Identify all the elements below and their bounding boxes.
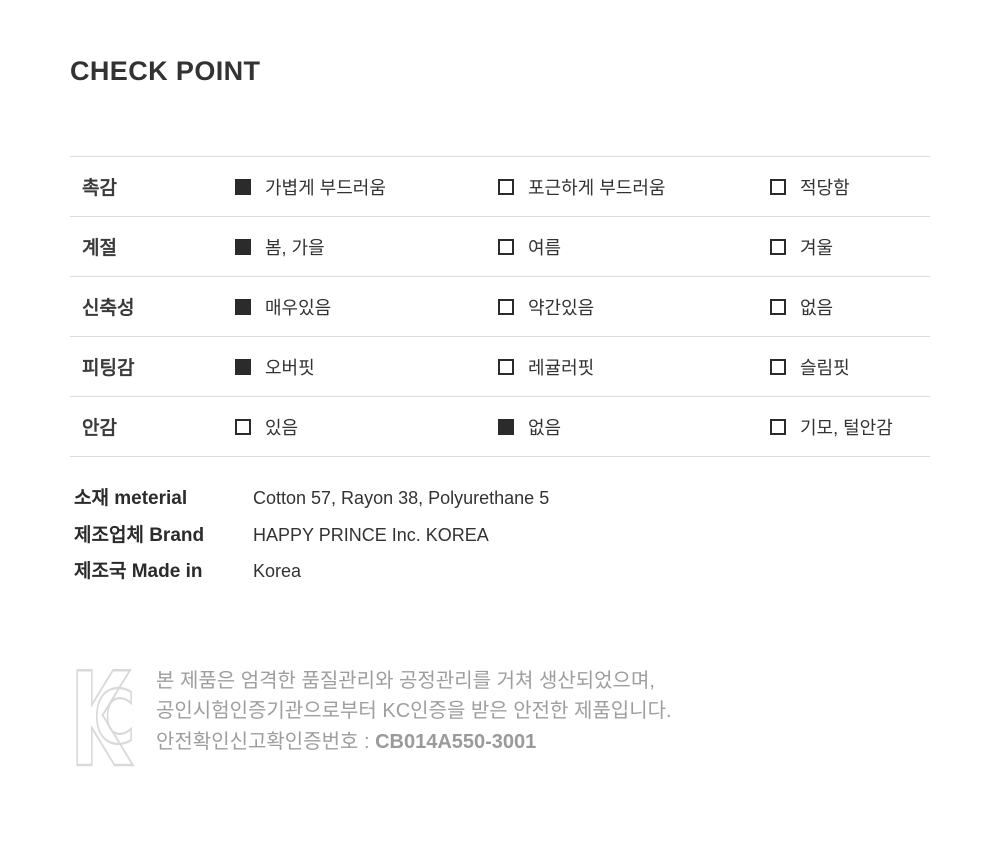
option-label: 약간있음 [528, 297, 595, 318]
checkbox-filled-icon [235, 178, 251, 195]
option-label: 슬림핏 [800, 357, 850, 378]
cert-line-1: 본 제품은 엄격한 품질관리와 공정관리를 거쳐 생산되었으며, [156, 669, 655, 692]
option-label: 봄, 가을 [265, 237, 325, 258]
checkbox-empty-icon [498, 238, 514, 255]
table-row-elasticity: 신축성 매우있음 약간있음 없음 [70, 276, 930, 336]
option-cell: 매우있음 [235, 294, 498, 320]
page-title: CHECK POINT [70, 56, 261, 86]
option-label: 기모, 털안감 [800, 417, 893, 438]
option-label: 매우있음 [265, 297, 332, 318]
checkbox-empty-icon [498, 178, 514, 195]
kc-mark-icon: K C [70, 664, 136, 772]
meta-label: 제조업체 Brand [74, 524, 205, 546]
table-row-lining: 안감 있음 없음 기모, 털안감 [70, 396, 930, 456]
svg-text:C: C [94, 675, 135, 761]
option-cell: 겨울 [770, 234, 930, 260]
product-meta-section: 소재 meterial Cotton 57, Rayon 38, Polyure… [70, 483, 1000, 593]
option-cell: 봄, 가을 [235, 234, 498, 260]
option-label: 여름 [528, 237, 562, 258]
checkbox-empty-icon [498, 298, 514, 315]
option-label: 포근하게 부드러움 [528, 177, 666, 198]
meta-value: Cotton 57, Rayon 38, Polyurethane 5 [253, 488, 550, 508]
cert-text-block: 본 제품은 엄격한 품질관리와 공정관리를 거쳐 생산되었으며, 공인시험인증기… [156, 664, 672, 758]
cert-line-2: 공인시험인증기관으로부터 KC인증을 받은 안전한 제품입니다. [156, 700, 672, 722]
table-row-touch: 촉감 가볍게 부드러움 포근하게 부드러움 적당함 [70, 156, 930, 216]
meta-label: 소재 meterial [74, 488, 188, 509]
option-cell: 오버핏 [235, 354, 498, 380]
option-cell: 없음 [770, 294, 930, 320]
meta-row-material: 소재 meterial Cotton 57, Rayon 38, Polyure… [70, 483, 1000, 520]
checkbox-empty-icon [770, 238, 786, 255]
option-cell: 레귤러핏 [498, 354, 770, 380]
table-row-season: 계절 봄, 가을 여름 겨울 [70, 216, 930, 276]
meta-row-origin: 제조국 Made in Korea [70, 556, 1000, 593]
checkbox-filled-icon [235, 238, 251, 255]
option-cell: 가볍게 부드러움 [235, 174, 498, 200]
table-row-fit: 피팅감 오버핏 레귤러핏 슬림핏 [70, 336, 930, 396]
row-label: 안감 [82, 418, 117, 439]
option-cell: 있음 [235, 414, 498, 440]
row-label: 계절 [82, 238, 117, 259]
row-label: 신축성 [82, 298, 135, 319]
option-cell: 약간있음 [498, 294, 770, 320]
option-label: 적당함 [800, 177, 850, 198]
option-label: 레귤러핏 [528, 357, 595, 378]
product-info-page: CHECK POINT 촉감 가볍게 부드러움 포근하게 부드러움 적당함 계절… [0, 55, 1000, 860]
checkbox-empty-icon [770, 358, 786, 375]
cert-number-label: 안전확인신고확인증번호 : [156, 730, 376, 753]
row-label: 피팅감 [82, 358, 135, 379]
option-label: 오버핏 [265, 357, 315, 378]
checkbox-filled-icon [498, 418, 514, 435]
row-label: 촉감 [82, 178, 117, 199]
checkbox-empty-icon [235, 418, 251, 435]
option-cell: 없음 [498, 414, 770, 440]
cert-number-value: CB014A550-3001 [375, 730, 537, 753]
meta-row-brand: 제조업체 Brand HAPPY PRINCE Inc. KOREA [70, 520, 1000, 557]
cert-line-3: 안전확인신고확인증번호 : CB014A550-3001 [156, 727, 672, 758]
checkpoint-table: 촉감 가볍게 부드러움 포근하게 부드러움 적당함 계절 봄, 가을 [70, 156, 930, 457]
option-cell: 슬림핏 [770, 354, 930, 380]
option-cell: 적당함 [770, 174, 930, 200]
meta-value: HAPPY PRINCE Inc. KOREA [253, 524, 489, 545]
checkbox-filled-icon [235, 358, 251, 375]
option-cell: 여름 [498, 234, 770, 260]
meta-value: Korea [253, 561, 302, 581]
option-label: 가볍게 부드러움 [265, 177, 386, 198]
meta-label: 제조국 Made in [74, 561, 203, 582]
checkbox-empty-icon [770, 178, 786, 195]
checkbox-empty-icon [770, 418, 786, 435]
option-label: 있음 [265, 417, 299, 438]
option-cell: 포근하게 부드러움 [498, 174, 770, 200]
checkbox-filled-icon [235, 298, 251, 315]
option-label: 없음 [528, 417, 562, 438]
option-cell: 기모, 털안감 [770, 414, 930, 440]
option-label: 겨울 [800, 237, 834, 258]
svg-text:K: K [70, 664, 133, 772]
checkbox-empty-icon [498, 358, 514, 375]
option-label: 없음 [800, 297, 834, 318]
kc-certification-section: K C 본 제품은 엄격한 품질관리와 공정관리를 거쳐 생산되었으며, 공인시… [70, 664, 1000, 772]
checkbox-empty-icon [770, 298, 786, 315]
